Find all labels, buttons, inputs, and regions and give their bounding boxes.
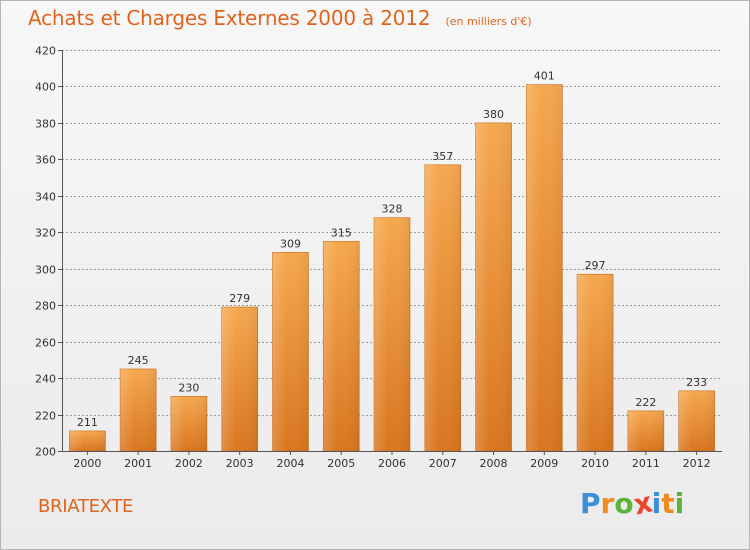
bar-shine	[170, 396, 207, 451]
x-tick-label: 2006	[378, 457, 406, 470]
bar-shine	[374, 217, 410, 451]
data-label: 380	[483, 108, 504, 121]
x-tick-label: 2008	[480, 457, 508, 470]
x-tick-label: 2003	[226, 457, 254, 470]
bar-shine	[69, 430, 106, 451]
y-tick-label: 380	[35, 118, 56, 131]
y-tick-label: 420	[35, 45, 56, 58]
bar-shine	[424, 164, 461, 451]
data-label: 315	[331, 226, 352, 239]
logo-letter: i	[674, 487, 685, 520]
logo-letter: r	[600, 487, 615, 520]
chart-title: Achats et Charges Externes 2000 à 2012	[28, 6, 431, 30]
logo-letter: P	[580, 487, 601, 520]
x-tick-label: 2012	[683, 457, 711, 470]
data-label: 357	[432, 150, 453, 163]
y-tick-label: 280	[35, 300, 56, 313]
commune-name: BRIATEXTE	[38, 496, 134, 517]
data-label: 233	[686, 376, 707, 389]
bar-shine	[475, 122, 512, 451]
y-tick-label: 320	[35, 227, 56, 240]
x-tick-label: 2011	[632, 457, 660, 470]
data-label: 222	[635, 396, 656, 409]
logo-letter: i	[651, 487, 662, 520]
data-label: 211	[77, 416, 98, 429]
y-tick-label: 340	[35, 191, 56, 204]
x-tick-label: 2002	[175, 457, 203, 470]
y-tick-label: 240	[35, 373, 56, 386]
bar-shine	[627, 410, 664, 451]
bar-shine	[323, 241, 360, 451]
x-tick-label: 2000	[73, 457, 101, 470]
data-label: 309	[280, 237, 301, 250]
x-tick-label: 2007	[429, 457, 457, 470]
y-tick-label: 260	[35, 337, 56, 350]
logo-letter: t	[661, 487, 675, 520]
x-tick-label: 2009	[530, 457, 558, 470]
bar-shine	[678, 390, 715, 451]
x-tick-label: 2005	[327, 457, 355, 470]
proxiti-logo[interactable]: Proxiti	[580, 485, 685, 521]
bar-layer	[69, 84, 715, 452]
bar-shine	[526, 84, 563, 451]
chart-subtitle: (en milliers d'€)	[445, 15, 532, 28]
data-label: 328	[382, 203, 403, 216]
bar-shine	[221, 307, 258, 451]
title-row: Achats et Charges Externes 2000 à 2012 (…	[28, 6, 532, 30]
x-tick-label: 2010	[581, 457, 609, 470]
x-tick-label: 2004	[276, 457, 304, 470]
y-tick-label: 400	[35, 81, 56, 94]
data-label: 279	[229, 292, 250, 305]
axis-layer: 200 220 240 260 280 300 320 340 360 380 400 420 2000…	[35, 45, 722, 470]
bar-shine	[577, 274, 614, 451]
data-label: 230	[178, 381, 199, 394]
data-label: 297	[585, 259, 606, 272]
data-label: 401	[534, 70, 555, 83]
y-tick-label: 300	[35, 264, 56, 277]
label-layer: 211 245 230 279 309 315 328 357 380 401 297 222 233	[77, 70, 707, 429]
y-tick-label: 360	[35, 154, 56, 167]
bar-shine	[120, 368, 157, 451]
y-tick-label: 200	[35, 446, 56, 459]
y-tick-label: 220	[35, 410, 56, 423]
data-label: 245	[128, 354, 149, 367]
bar-shine	[272, 252, 309, 451]
logo-letter: o	[614, 487, 634, 520]
x-tick-label: 2001	[124, 457, 152, 470]
